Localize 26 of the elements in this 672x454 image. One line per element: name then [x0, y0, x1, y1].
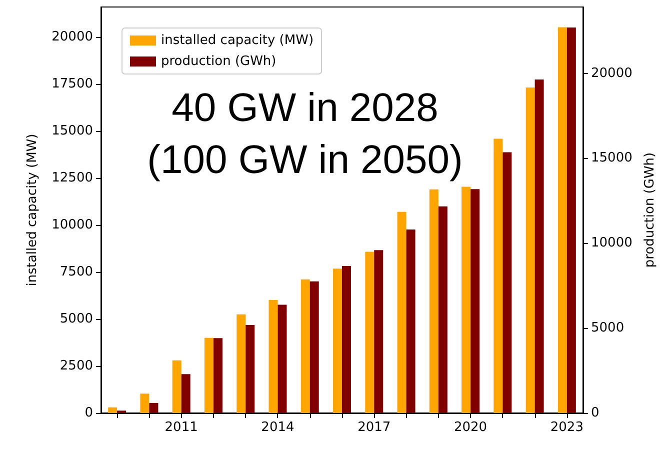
- y2-tick-label: 5000: [591, 320, 624, 336]
- y-tick-label: 12500: [52, 170, 93, 186]
- x-tick-label: 2020: [454, 420, 488, 435]
- annotation: 40 GW in 2028: [172, 86, 438, 130]
- y-tick-label: 5000: [60, 312, 93, 327]
- y-tick-label: 15000: [52, 124, 93, 139]
- x-tick-label: 2023: [550, 420, 584, 435]
- y-tick-label: 0: [84, 406, 93, 420]
- y-tick-label: 17500: [52, 76, 93, 92]
- y2-axis-title: production (GWh): [642, 152, 658, 268]
- y-tick-label: 2500: [60, 358, 93, 374]
- y-axis-title: installed capacity (MW): [25, 134, 40, 286]
- y-tick-label: 20000: [52, 30, 93, 45]
- x-tick-label: 2014: [261, 420, 294, 435]
- y2-tick-label: 20000: [591, 66, 632, 81]
- x-tick-label: 2017: [358, 420, 391, 435]
- x-tick-label: 2011: [164, 420, 198, 435]
- y2-tick-label: 15000: [591, 150, 632, 166]
- bar: [108, 407, 118, 413]
- y2-tick-label: 0: [591, 406, 600, 420]
- annotation: (100 GW in 2050): [147, 138, 463, 182]
- legend-label: installed capacity (MW): [161, 33, 314, 48]
- legend-label: production (GWh): [161, 54, 276, 69]
- y-tick-label: 7500: [60, 264, 93, 280]
- y2-tick-label: 10000: [591, 236, 632, 251]
- y-tick-label: 10000: [52, 218, 93, 233]
